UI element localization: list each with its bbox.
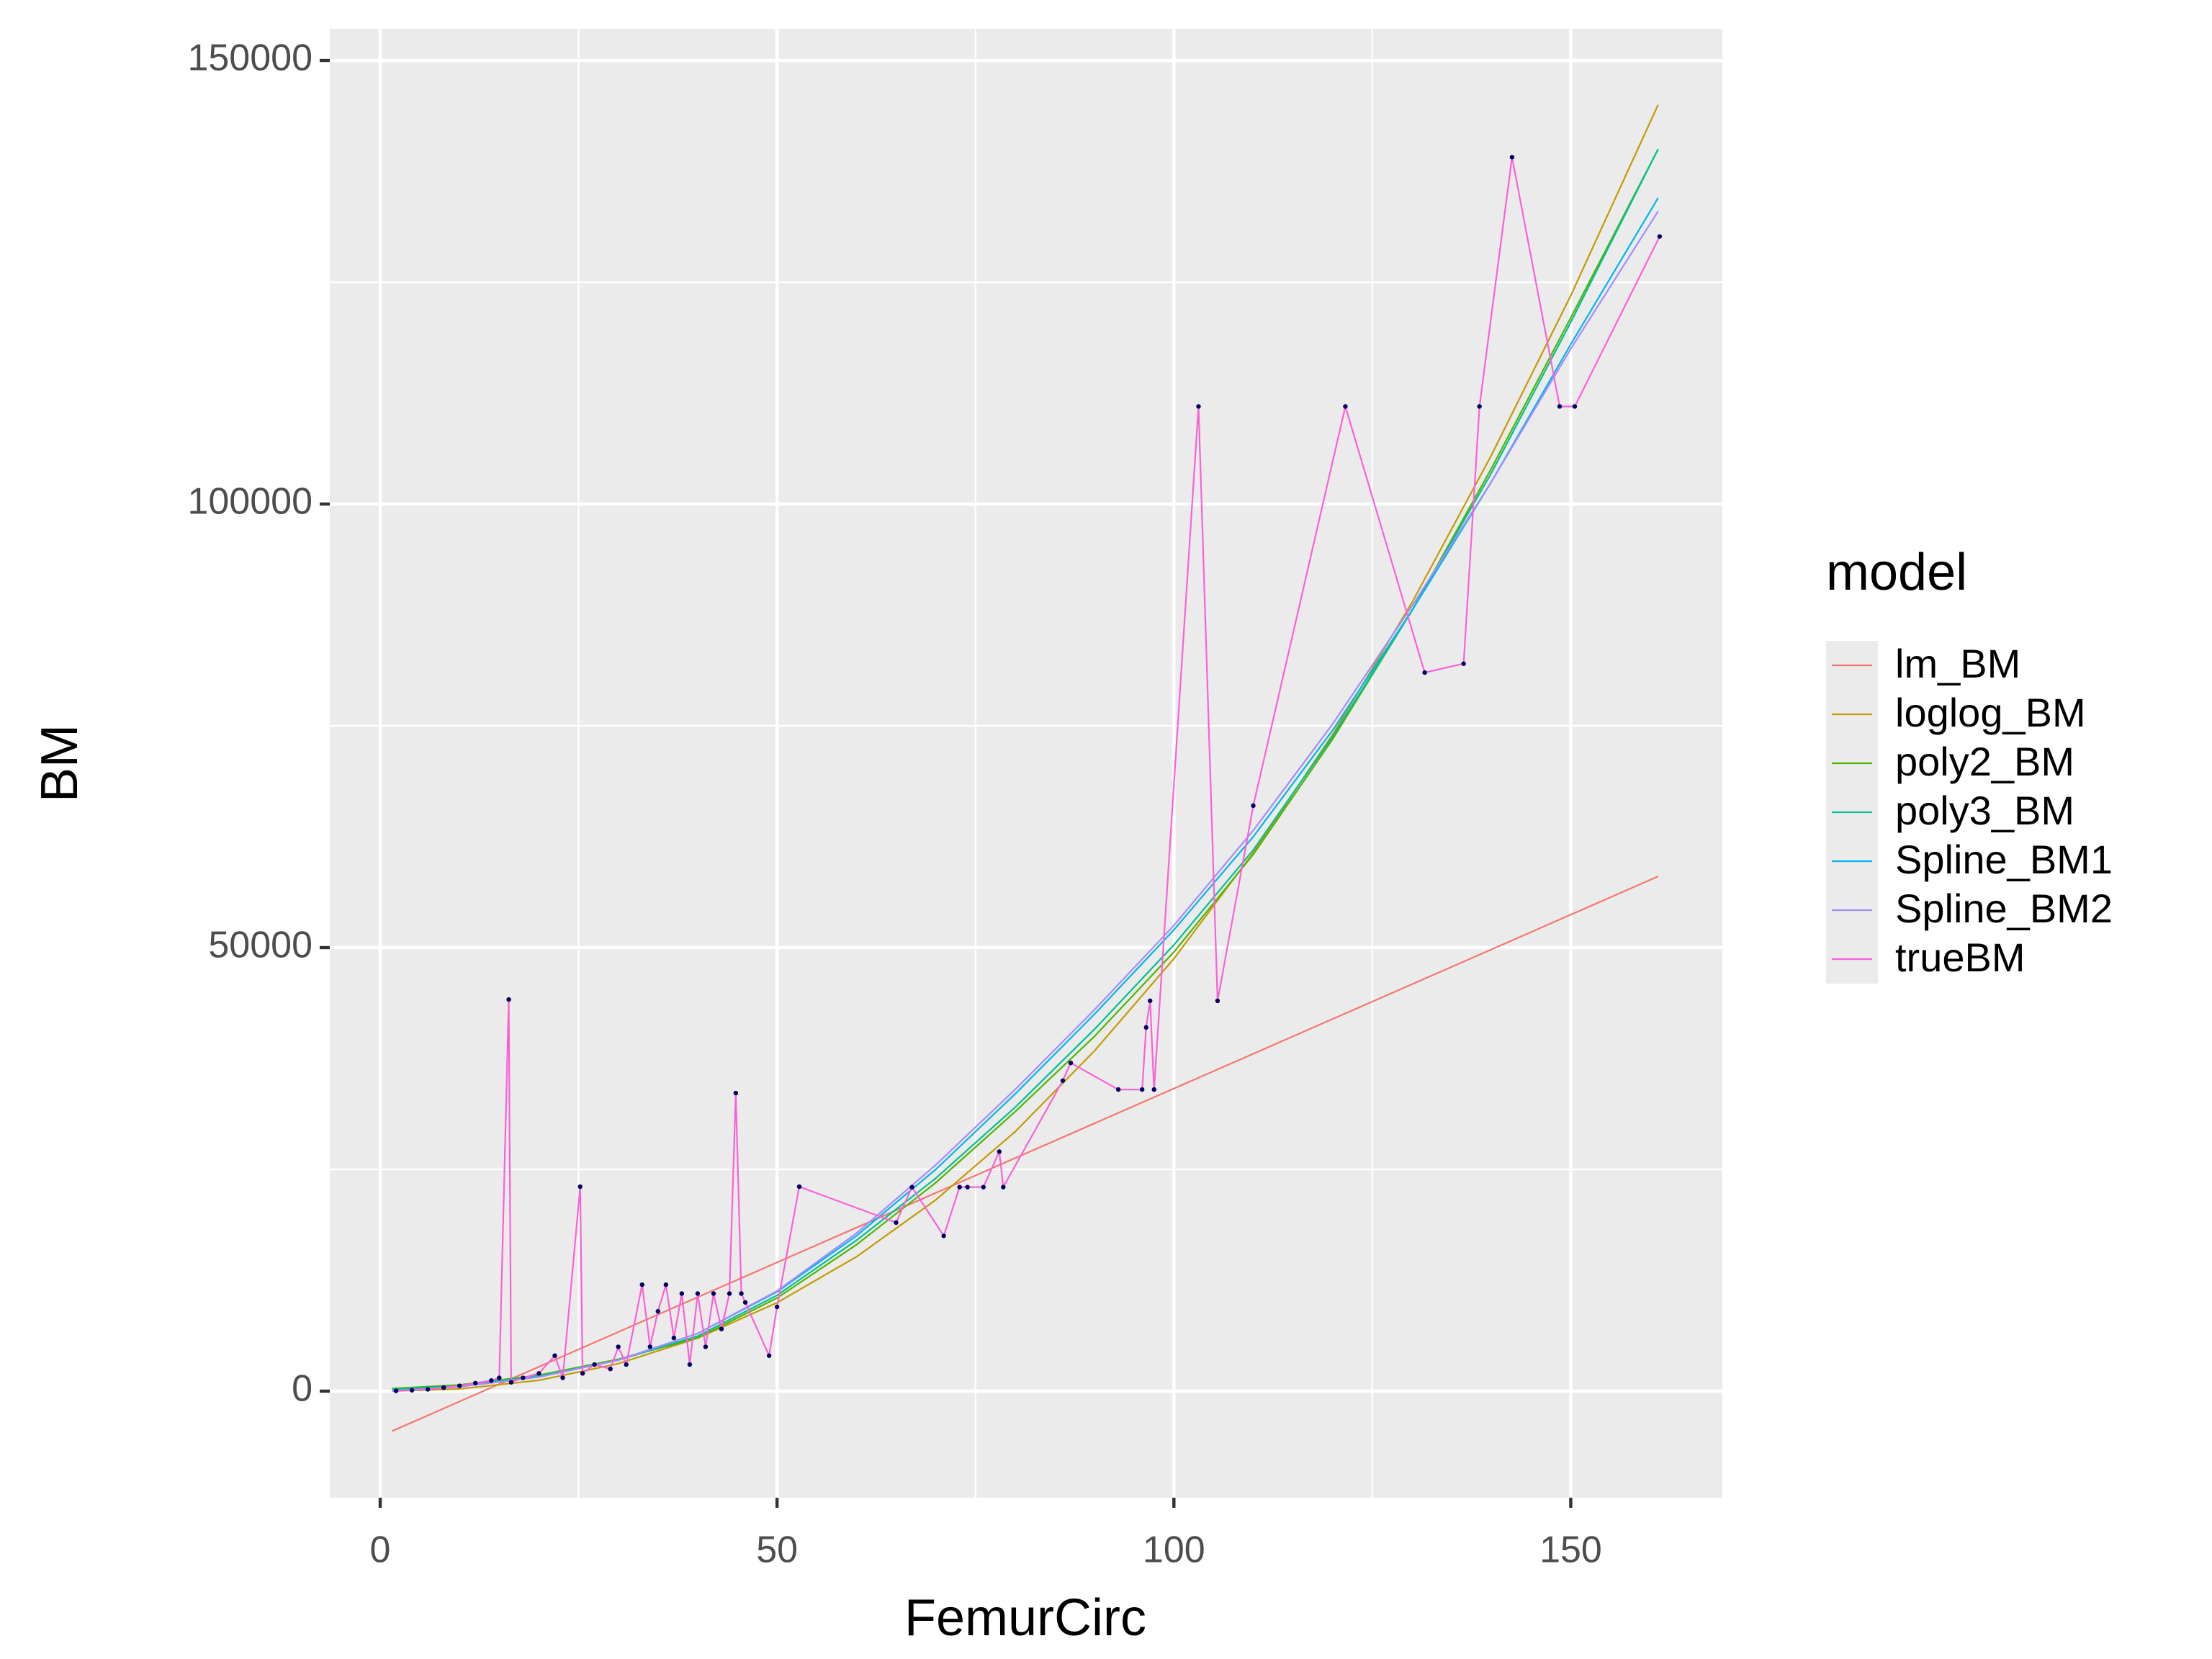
data-point [1477,404,1482,409]
data-point [739,1291,744,1296]
data-point [1140,1087,1145,1092]
data-point [1151,1087,1156,1092]
data-point [1461,661,1466,666]
panel [330,29,1722,1498]
data-point [1509,155,1515,160]
data-point [671,1335,677,1341]
y-tick-label: 150000 [187,37,313,79]
data-point [679,1291,685,1296]
data-point [616,1344,621,1349]
data-point [997,1149,1002,1154]
data-point [536,1371,541,1376]
data-point [909,1184,914,1190]
data-point [1196,404,1201,409]
legend-label: loglog_BM [1895,690,2086,735]
data-point [727,1291,732,1296]
legend-label: lm_BM [1895,641,2020,686]
data-point [639,1282,644,1287]
data-point [497,1375,502,1380]
data-point [441,1385,446,1390]
data-point [1343,404,1348,409]
data-point [1251,803,1256,809]
data-point [592,1362,597,1367]
data-point [1215,998,1220,1004]
legend-label: trueBM [1895,935,2026,980]
data-point [796,1184,802,1190]
data-point [1557,404,1563,409]
series-line [392,876,1659,1432]
data-point [1572,404,1578,409]
x-axis-title: FemurCirc [904,1589,1146,1647]
legend-label: poly2_BM [1895,739,2074,784]
x-tick-label: 100 [1143,1529,1205,1571]
legend-label: Spline_BM2 [1895,886,2113,931]
data-point [687,1362,693,1367]
data-point [1060,1078,1066,1083]
data-point [1001,1184,1006,1190]
data-point [1148,998,1153,1004]
data-point [1422,670,1427,675]
legend-label: Spline_BM1 [1895,837,2113,882]
x-tick-label: 50 [756,1529,798,1571]
data-point [733,1090,739,1096]
data-point [552,1353,557,1358]
data-point [957,1184,962,1190]
data-point [719,1326,724,1331]
data-point [655,1308,661,1314]
data-point [508,1380,514,1385]
data-point [457,1383,462,1388]
legend-title: model [1826,544,1967,601]
data-point [1068,1060,1074,1066]
data-point [981,1184,986,1190]
y-tick-label: 100000 [187,481,313,523]
data-point [473,1380,478,1386]
data-point [663,1282,669,1287]
data-point [941,1233,946,1238]
data-point [580,1371,585,1376]
data-point [1657,234,1663,239]
data-point [647,1344,652,1349]
data-point [965,1184,970,1190]
y-tick-label: 50000 [208,925,313,966]
y-axis-title: BM [31,724,89,802]
data-point [393,1388,399,1393]
data-point [608,1366,613,1372]
data-point [1115,1087,1121,1092]
data-point [695,1291,701,1296]
data-point [560,1375,565,1380]
data-point [577,1184,583,1190]
data-point [742,1300,748,1305]
data-point [409,1388,415,1393]
y-tick-label: 0 [292,1368,313,1410]
data-point [521,1375,526,1380]
x-tick-label: 150 [1539,1529,1602,1571]
series-line [395,157,1660,1392]
data-point [489,1378,494,1383]
data-point [425,1387,431,1392]
data-point [894,1220,899,1226]
x-tick-label: 0 [370,1529,391,1571]
data-point [766,1353,772,1358]
data-point [1143,1025,1148,1030]
data-point [624,1362,629,1367]
series-line [392,104,1659,1393]
legend-label: poly3_BM [1895,788,2074,833]
data-point [711,1291,716,1296]
data-point [774,1304,780,1310]
data-point [506,997,511,1002]
data-point [703,1344,709,1349]
